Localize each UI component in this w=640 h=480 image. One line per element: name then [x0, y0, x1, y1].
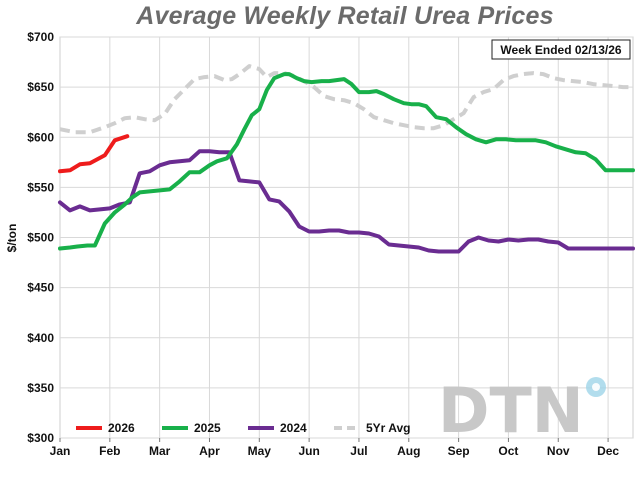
y-tick-label: $700	[27, 30, 54, 44]
x-tick-label: Sep	[448, 444, 470, 458]
legend-label-5yr-avg: 5Yr Avg	[366, 421, 410, 435]
x-tick-label: Jul	[350, 444, 367, 458]
x-tick-label: May	[248, 444, 272, 458]
x-tick-label: Jan	[50, 444, 71, 458]
y-tick-label: $350	[27, 381, 54, 395]
x-tick-label: Oct	[498, 444, 518, 458]
x-tick-label: Dec	[597, 444, 619, 458]
series-line-2026	[58, 134, 130, 174]
week-ended-box	[491, 39, 631, 60]
series-line-2024	[58, 149, 635, 254]
y-tick-label: $300	[27, 431, 54, 445]
x-tick-label: Aug	[397, 444, 420, 458]
legend-label-2026: 2026	[108, 421, 135, 435]
dtn-logo-text: DTN	[438, 374, 584, 447]
y-tick-label: $400	[27, 331, 54, 345]
y-tick-label: $650	[27, 80, 54, 94]
axes: $300 $350 $400 $450 $500 $550 $600 $650 $700 Jan F…	[27, 30, 619, 458]
week-ended-note: Week Ended 02/13/26	[491, 39, 631, 60]
legend-label-2024: 2024	[280, 421, 307, 435]
y-tick-label: $550	[27, 180, 54, 194]
x-tick-label: Mar	[149, 444, 171, 458]
legend: 2026 2025 2024 5Yr Avg	[76, 421, 410, 435]
grid	[60, 36, 633, 439]
y-tick-label: $450	[27, 281, 54, 295]
x-tick-label: Jun	[298, 444, 319, 458]
dtn-logo-dot-inner	[592, 383, 600, 391]
y-tick-label: $500	[27, 231, 54, 245]
x-tick-label: Apr	[199, 444, 220, 458]
dtn-logo: DTN	[438, 374, 606, 447]
chart-title: Average Weekly Retail Urea Prices	[136, 2, 554, 30]
x-tick-label: Feb	[99, 444, 120, 458]
y-tick-label: $600	[27, 130, 54, 144]
legend-label-2025: 2025	[194, 421, 221, 435]
series-line-5yr-avg	[59, 64, 633, 135]
y-axis-label: $/ton	[5, 224, 19, 253]
week-ended-label: Week Ended 02/13/26	[500, 43, 622, 57]
series-line-2025	[58, 72, 635, 251]
x-tick-label: Nov	[547, 444, 570, 458]
series-lines	[58, 64, 635, 254]
